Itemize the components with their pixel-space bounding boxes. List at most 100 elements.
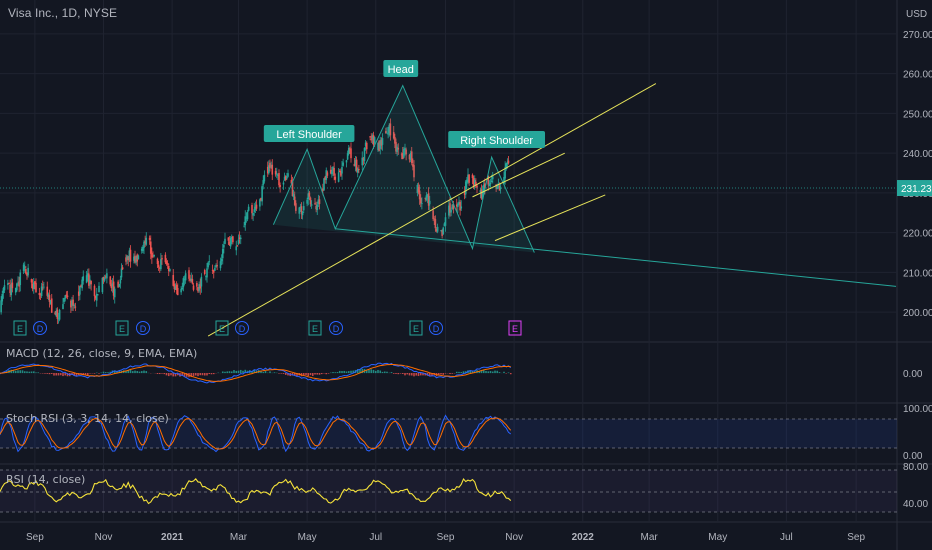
candle [379,136,382,155]
macd-histogram-bar [82,373,85,375]
candle [347,144,350,156]
candle [144,235,146,248]
macd-histogram-bar [156,373,159,375]
macd-histogram-bar [410,373,413,376]
macd-histogram-bar [383,371,386,374]
macd-histogram-bar [170,373,172,376]
time-tick-label: May [298,532,317,543]
neckline[interactable] [335,228,897,287]
candle [396,144,398,157]
candle [255,199,258,211]
dividend-marker[interactable]: D [136,321,150,335]
macd-histogram-bar [224,371,226,374]
macd-histogram-bar [102,371,105,374]
macd-histogram-bar [50,373,53,374]
macd-histogram-bar [368,369,370,374]
candle [491,171,494,184]
candle [152,251,154,258]
candle [405,147,407,161]
candle [94,295,97,301]
macd-histogram-bar [431,373,433,376]
candle [283,172,286,181]
macd-histogram-bar [361,368,364,374]
candle [394,133,396,149]
dividend-marker[interactable]: D [33,321,47,335]
currency-label[interactable]: USD [906,9,927,20]
candle [58,308,61,322]
macd-histogram-bar [37,372,40,374]
candle [403,146,405,159]
macd-histogram-bar [165,373,168,376]
candle [263,170,266,184]
macd-histogram-bar [221,371,224,374]
candle [57,312,60,324]
candle [274,167,277,177]
trendline-long[interactable] [207,83,657,337]
candle [40,283,43,299]
candle [125,254,127,266]
earnings-marker[interactable]: E [115,320,129,336]
candle [323,178,325,191]
macd-histogram-bar [377,369,379,374]
candle [424,197,427,202]
candle [243,221,245,228]
dividend-marker[interactable]: D [235,321,249,335]
candle [401,146,404,160]
macd-histogram-bar [100,372,103,374]
label-right-shoulder[interactable]: Right Shoulder [448,131,546,148]
svg-text:Head: Head [388,64,414,76]
candle [41,280,44,291]
earnings-marker[interactable]: E [508,320,522,336]
macd-histogram-bar [284,373,287,375]
candle [196,281,198,291]
candle [292,189,295,201]
macd-histogram-bar [509,373,512,375]
candle [121,264,124,270]
macd-histogram-bar [311,373,314,376]
macd-histogram-bar [239,369,242,374]
macd-histogram-bar [327,373,330,374]
label-left-shoulder[interactable]: Left Shoulder [263,125,355,142]
candle [188,267,190,282]
earnings-marker[interactable]: E [215,320,229,336]
macd-histogram-bar [503,371,505,374]
candle [329,165,332,175]
channel-lower[interactable] [494,194,606,242]
channel-upper[interactable] [472,152,565,198]
candle [23,261,26,273]
candle [55,307,58,318]
candle [126,255,128,265]
candle [282,180,285,190]
candle [235,240,238,256]
candle [198,281,200,293]
candle [377,142,379,153]
candle [128,247,131,263]
macd-histogram-bar [201,373,204,376]
candle [140,246,143,254]
rsi-line [0,478,512,505]
candle [412,158,414,171]
macd-histogram-bar [107,372,109,374]
candle [236,244,239,247]
dividend-marker[interactable]: D [329,321,343,335]
candle [3,279,6,294]
head-shoulders-outline[interactable] [272,84,535,253]
candle [143,240,145,255]
candle [489,178,492,188]
candle [271,159,274,181]
earnings-marker[interactable]: E [409,320,423,336]
macd-histogram-bar [64,373,67,376]
svg-text:E: E [413,324,419,334]
candle [1,290,4,306]
label-head[interactable]: Head [383,60,419,77]
candle [172,269,175,287]
dividend-marker[interactable]: D [429,321,443,335]
macd-histogram-bar [496,370,499,374]
candle [318,195,321,210]
candle [211,264,214,275]
earnings-marker[interactable]: E [13,320,27,336]
candle [64,294,67,302]
earnings-marker[interactable]: E [308,320,322,336]
